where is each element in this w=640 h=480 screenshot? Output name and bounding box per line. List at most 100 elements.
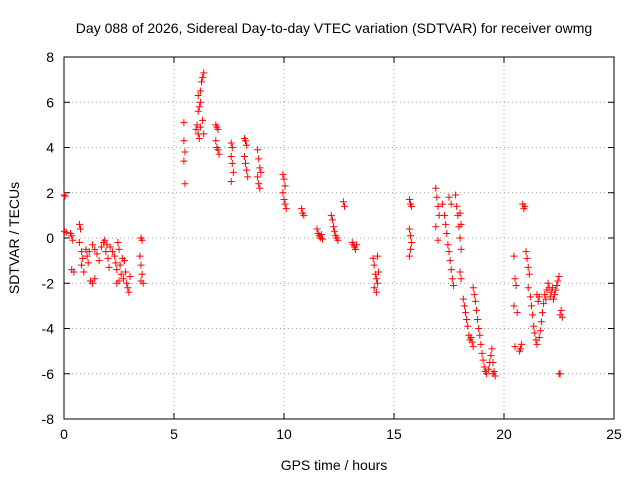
data-point — [456, 209, 464, 217]
data-point — [558, 313, 566, 321]
data-point — [468, 338, 476, 346]
data-point — [537, 318, 545, 326]
data-point — [375, 268, 383, 276]
x-tick-label: 5 — [170, 426, 178, 442]
data-point — [544, 279, 552, 287]
data-point — [215, 150, 223, 158]
data-point — [556, 370, 564, 378]
data-point — [214, 146, 222, 154]
data-point — [542, 295, 550, 303]
data-point — [89, 241, 97, 249]
data-point — [313, 225, 321, 233]
data-point — [254, 146, 262, 154]
data-point — [457, 245, 465, 253]
data-point — [227, 139, 235, 147]
data-point — [438, 200, 446, 208]
data-point — [242, 137, 249, 145]
data-point — [317, 231, 325, 239]
y-tick-label: -4 — [42, 321, 55, 337]
data-point — [443, 229, 451, 237]
data-point — [78, 248, 86, 256]
data-point — [194, 91, 202, 99]
data-point — [487, 352, 495, 360]
data-point — [405, 196, 413, 204]
data-point — [85, 248, 93, 256]
data-point — [319, 235, 326, 243]
data-point — [192, 125, 200, 133]
data-point — [61, 192, 69, 200]
data-point — [456, 234, 464, 242]
data-point — [181, 148, 189, 156]
data-point — [228, 144, 236, 151]
data-point — [523, 254, 531, 262]
data-point — [80, 268, 88, 276]
data-point — [328, 216, 336, 224]
data-point — [456, 268, 464, 276]
y-tick-label: -2 — [42, 275, 55, 291]
y-axis-label: SDTVAR / TECUs — [6, 182, 22, 294]
data-point — [372, 288, 380, 296]
data-point — [214, 125, 222, 133]
data-point — [255, 155, 263, 163]
data-point — [352, 245, 359, 253]
data-point — [478, 349, 486, 357]
data-point — [281, 200, 289, 208]
data-point — [227, 177, 235, 185]
data-point — [125, 288, 133, 296]
data-point — [526, 293, 534, 301]
x-tick-label: 0 — [60, 426, 68, 442]
data-point — [511, 343, 519, 351]
data-point — [113, 266, 121, 274]
data-point — [108, 248, 116, 256]
data-point — [281, 182, 289, 190]
data-point — [552, 286, 560, 294]
data-point — [524, 263, 532, 271]
data-point — [137, 261, 145, 269]
data-point — [279, 171, 287, 179]
data-point — [123, 279, 131, 287]
data-point — [528, 302, 535, 310]
data-point — [138, 270, 146, 278]
data-point — [83, 252, 91, 260]
data-point — [280, 196, 288, 204]
data-point — [522, 248, 530, 256]
data-point — [180, 119, 188, 127]
y-tick-label: 2 — [46, 185, 54, 201]
data-point — [489, 370, 497, 378]
data-point — [460, 302, 468, 310]
data-point — [535, 334, 543, 342]
data-point — [441, 211, 449, 219]
data-point — [194, 107, 202, 115]
data-point — [300, 211, 308, 219]
x-axis-label: GPS time / hours — [281, 457, 388, 473]
data-point — [341, 202, 348, 210]
data-point — [256, 184, 264, 192]
data-point — [485, 365, 493, 373]
data-point — [334, 236, 342, 244]
data-point — [227, 153, 235, 161]
data-point — [370, 284, 378, 292]
data-point — [255, 180, 263, 188]
data-point — [374, 279, 381, 287]
data-point — [449, 282, 457, 290]
x-tick-label: 25 — [606, 426, 622, 442]
data-point — [374, 252, 381, 260]
data-point — [117, 270, 125, 278]
data-point — [407, 245, 414, 253]
data-point — [513, 309, 521, 317]
data-point — [79, 254, 87, 262]
data-point — [136, 252, 144, 260]
data-point — [242, 159, 249, 167]
data-point — [62, 228, 70, 236]
data-point — [116, 261, 124, 269]
data-point — [531, 329, 539, 337]
data-point — [114, 239, 122, 247]
y-tick-label: -8 — [42, 411, 55, 427]
y-tick-label: 6 — [46, 94, 54, 110]
data-point — [195, 134, 203, 142]
data-point — [282, 205, 290, 213]
data-point — [70, 268, 78, 276]
data-point — [408, 202, 416, 210]
data-point — [256, 164, 264, 172]
data-point — [447, 266, 455, 274]
